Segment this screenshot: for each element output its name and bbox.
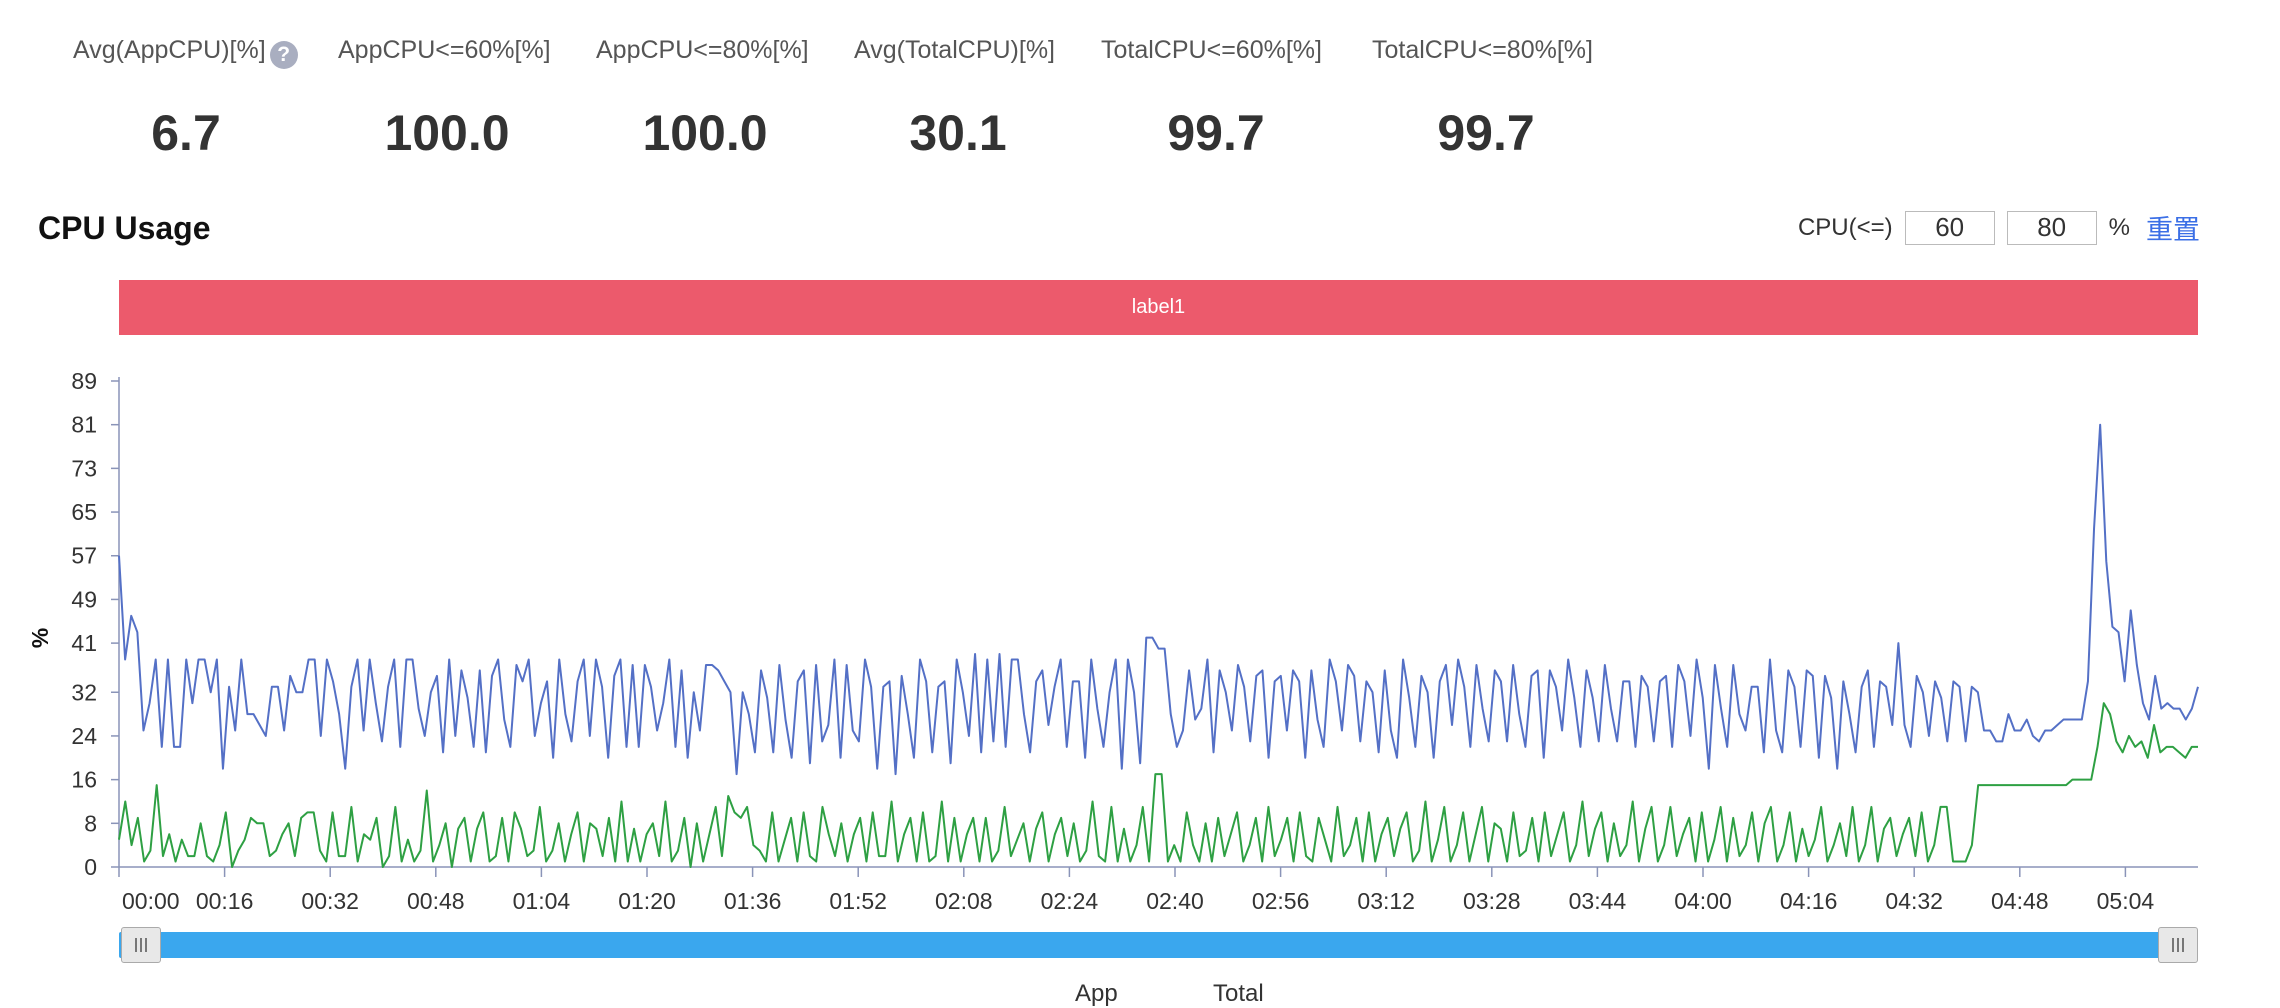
y-tick-label: 49 — [71, 586, 97, 612]
x-tick-label: 02:40 — [1146, 888, 1204, 914]
zoom-slider-track[interactable] — [119, 932, 2198, 958]
y-tick-label: 81 — [71, 412, 97, 438]
y-axis-label: % — [27, 628, 53, 648]
legend-item-total[interactable]: Total — [1213, 980, 1264, 1007]
x-tick-label: 05:04 — [2097, 888, 2155, 914]
y-tick-label: 0 — [84, 854, 97, 880]
series-line-app — [118, 702, 2198, 868]
y-tick-label: 32 — [71, 679, 97, 705]
legend-item-app[interactable]: App — [1075, 980, 1118, 1007]
x-tick-label: 00:16 — [196, 888, 254, 914]
stat-label-totalcpu-80: TotalCPU<=80%[%] — [1372, 36, 1593, 64]
x-tick-label: 02:08 — [935, 888, 993, 914]
cpu-threshold-label: CPU(<=) — [1797, 213, 1893, 241]
x-tick-label: 01:04 — [513, 888, 571, 914]
stat-label-avg-appcpu: Avg(AppCPU)[%]? — [73, 36, 298, 69]
stat-label-appcpu-60: AppCPU<=60%[%] — [338, 36, 551, 64]
zoom-slider-right-handle[interactable] — [2158, 927, 2198, 963]
x-tick-label: 04:16 — [1780, 888, 1838, 914]
x-tick-label: 00:00 — [122, 888, 180, 914]
x-tick-label: 02:56 — [1252, 888, 1310, 914]
x-tick-label: 01:52 — [829, 888, 887, 914]
cpu-threshold-1-input[interactable] — [1904, 210, 1995, 245]
y-tick-label: 57 — [71, 543, 97, 569]
cpu-threshold-unit: % — [2108, 213, 2130, 241]
stat-value-appcpu-80: 100.0 — [642, 105, 768, 161]
stat-value-totalcpu-60: 99.7 — [1167, 105, 1265, 161]
x-tick-label: 02:24 — [1041, 888, 1099, 914]
x-tick-label: 00:48 — [407, 888, 465, 914]
stat-value-avg-totalcpu: 30.1 — [909, 105, 1007, 161]
x-tick-label: 01:36 — [724, 888, 782, 914]
stat-label-avg-totalcpu: Avg(TotalCPU)[%] — [854, 36, 1055, 64]
cpu-threshold-control: CPU(<=) % 重置 — [1798, 208, 2200, 247]
y-tick-label: 16 — [71, 767, 97, 793]
label-bar[interactable]: label1 — [119, 280, 2198, 335]
reset-link[interactable]: 重置 — [2146, 215, 2200, 245]
cpu-usage-chart: 0 8 16 24 32 41 49 57 65 73 81 89% 00:00 00:16 00:32 00… — [27, 368, 2199, 914]
x-tick-label: 04:48 — [1991, 888, 2049, 914]
stat-label-appcpu-80: AppCPU<=80%[%] — [596, 36, 809, 64]
x-tick-label: 03:12 — [1357, 888, 1415, 914]
stat-label-totalcpu-60: TotalCPU<=60%[%] — [1101, 36, 1322, 64]
series-line-total — [118, 423, 2199, 776]
stat-value-appcpu-60: 100.0 — [384, 105, 510, 161]
x-tick-label: 04:32 — [1885, 888, 1943, 914]
x-tick-label: 04:00 — [1674, 888, 1732, 914]
y-tick-label: 24 — [71, 723, 97, 749]
x-tick-label: 03:44 — [1569, 888, 1627, 914]
stat-value-totalcpu-80: 99.7 — [1437, 105, 1535, 161]
y-tick-label: 89 — [71, 368, 97, 394]
y-tick-label: 73 — [71, 455, 97, 481]
x-tick-label: 01:20 — [618, 888, 676, 914]
help-icon[interactable]: ? — [269, 41, 298, 69]
y-tick-label: 65 — [71, 499, 97, 525]
x-tick-label: 00:32 — [301, 888, 359, 914]
stat-value-avg-appcpu: 6.7 — [151, 105, 221, 161]
zoom-slider-left-handle[interactable] — [121, 927, 161, 963]
page-title: CPU Usage — [38, 210, 211, 246]
x-tick-label: 03:28 — [1463, 888, 1521, 914]
y-tick-label: 8 — [84, 810, 97, 836]
label-bar-text: label1 — [1131, 296, 1186, 318]
cpu-threshold-2-input[interactable] — [2006, 210, 2097, 245]
y-tick-label: 41 — [71, 630, 97, 656]
